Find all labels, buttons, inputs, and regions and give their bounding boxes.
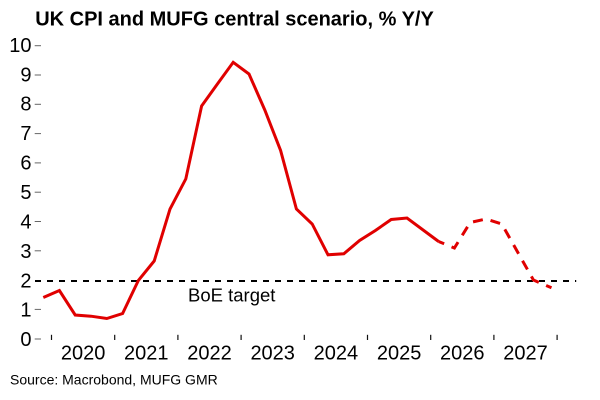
svg-text:2: 2 [20,270,31,292]
svg-text:7: 7 [20,123,31,145]
svg-text:3: 3 [20,241,31,263]
svg-text:2020: 2020 [61,343,106,365]
svg-text:UK CPI and MUFG central scenar: UK CPI and MUFG central scenario, % Y/Y [35,8,434,30]
svg-text:2023: 2023 [250,343,295,365]
svg-text:9: 9 [20,64,31,86]
svg-text:1: 1 [20,300,31,322]
svg-text:8: 8 [20,94,31,116]
svg-text:2026: 2026 [440,343,485,365]
svg-text:2022: 2022 [187,343,232,365]
svg-text:6: 6 [20,153,31,175]
svg-text:0: 0 [20,329,31,351]
svg-text:10: 10 [9,35,31,57]
svg-text:5: 5 [20,182,31,204]
svg-text:2027: 2027 [503,343,548,365]
svg-text:2024: 2024 [314,343,359,365]
svg-text:2021: 2021 [124,343,169,365]
svg-text:4: 4 [20,211,31,233]
svg-text:BoE target: BoE target [188,285,275,306]
svg-text:2025: 2025 [377,343,422,365]
svg-text:Source: Macrobond, MUFG GMR: Source: Macrobond, MUFG GMR [10,372,218,388]
